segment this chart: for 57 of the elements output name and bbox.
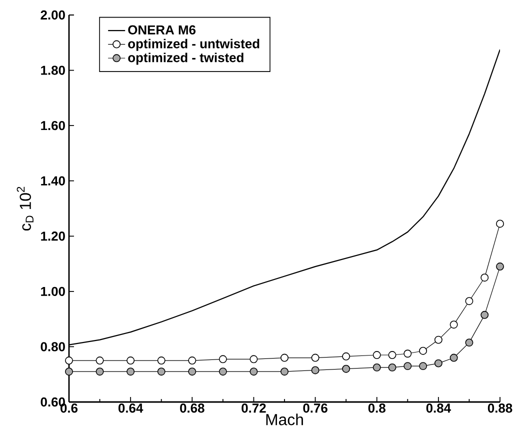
- point: [419, 362, 428, 370]
- point: [311, 354, 320, 362]
- point: [342, 352, 350, 360]
- point: [480, 274, 489, 282]
- y-tick-label: 1.80: [41, 66, 65, 75]
- point: [496, 262, 504, 271]
- point: [419, 346, 428, 355]
- legend-label: optimized - twisted: [128, 52, 244, 65]
- x-tick-label: 0.72: [242, 404, 266, 413]
- point: [157, 368, 166, 376]
- point: [65, 368, 73, 376]
- point: [188, 368, 196, 376]
- point: [250, 368, 258, 376]
- point: [434, 336, 442, 344]
- point: [404, 362, 412, 370]
- point: [280, 354, 288, 362]
- y-tick-label: 1.20: [41, 232, 65, 241]
- x-tick-label: 0.68: [180, 404, 204, 413]
- point: [126, 368, 135, 376]
- x-tick-label: 0.64: [118, 404, 144, 413]
- y-tick-label: 1.00: [41, 286, 65, 296]
- point: [372, 351, 381, 359]
- point: [157, 356, 166, 365]
- point: [188, 356, 196, 365]
- point: [311, 366, 320, 374]
- x-axis-title: Mach: [266, 414, 303, 426]
- y-tick-label: 2.00: [40, 10, 65, 20]
- point: [480, 310, 489, 319]
- point: [218, 355, 227, 364]
- point: [450, 320, 458, 329]
- point: [126, 356, 135, 365]
- point: [434, 359, 442, 368]
- point: [372, 363, 381, 372]
- x-tick-label: 0.84: [426, 404, 451, 413]
- y-tick-label: 0.80: [40, 342, 65, 352]
- point: [388, 363, 396, 372]
- point: [388, 351, 396, 359]
- y-tick-label: 1.40: [41, 176, 65, 186]
- point: [404, 350, 412, 358]
- y-axis-title: c$_{D}$ 10$^{2}$: [16, 186, 34, 231]
- legend-label: ONERA M6: [128, 25, 196, 34]
- point: [65, 356, 73, 365]
- x-tick-label: 0.76: [303, 404, 328, 413]
- legend-label: optimized - untwisted: [128, 38, 260, 51]
- point: [496, 220, 504, 228]
- x-tick-label: 0.88: [488, 404, 512, 413]
- point: [465, 338, 474, 347]
- point: [218, 368, 227, 376]
- point: [250, 355, 258, 364]
- point: [96, 356, 104, 365]
- point: [280, 368, 288, 376]
- point: [342, 364, 350, 373]
- point: [450, 354, 458, 362]
- x-tick-label: 0.8: [368, 404, 386, 413]
- point: [465, 297, 474, 306]
- y-tick-label: 1.60: [41, 120, 65, 130]
- point: [96, 368, 104, 376]
